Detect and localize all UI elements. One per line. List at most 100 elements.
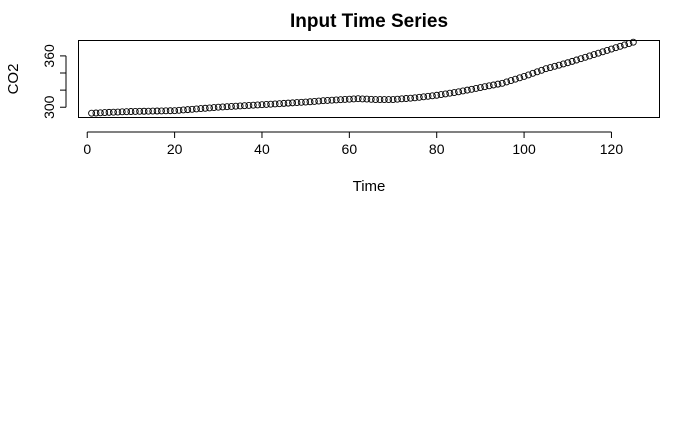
data-point (542, 65, 550, 73)
data-point (232, 102, 240, 110)
x-axis-label: Time (353, 178, 386, 195)
x-tick-label: 40 (254, 141, 270, 157)
y-tick-label: 300 (41, 95, 57, 119)
data-point (223, 103, 231, 111)
data-point (533, 68, 541, 76)
data-point (149, 107, 157, 115)
data-point (328, 96, 336, 104)
data-point (525, 71, 532, 79)
data-point (367, 95, 375, 103)
data-point (573, 56, 580, 64)
data-point (520, 72, 528, 80)
data-point (337, 96, 345, 104)
data-point (241, 102, 248, 110)
data-point (158, 107, 165, 115)
data-point (297, 98, 305, 106)
data-point (271, 100, 279, 108)
data-point (315, 97, 323, 105)
data-point (455, 88, 462, 96)
data-point (201, 104, 209, 112)
data-point (267, 100, 275, 108)
data-point (498, 79, 506, 87)
data-point (284, 99, 292, 107)
data-point (538, 66, 545, 74)
data-point (184, 106, 192, 114)
data-point (450, 89, 458, 96)
data-point (459, 87, 467, 95)
x-tick-label: 60 (342, 141, 358, 157)
data-point (442, 90, 449, 98)
data-point (166, 107, 174, 115)
data-point (363, 95, 371, 103)
data-point (354, 95, 362, 103)
y-tick-label: 360 (41, 44, 57, 68)
data-point (389, 96, 397, 103)
data-point (490, 81, 497, 89)
data-point (586, 52, 594, 60)
data-point (608, 45, 615, 53)
data-point (612, 44, 620, 52)
data-point (324, 96, 331, 104)
data-point (594, 49, 602, 57)
data-point (92, 109, 100, 117)
data-point (581, 53, 589, 61)
data-point (101, 109, 109, 117)
data-point (372, 96, 379, 103)
data-point (118, 108, 126, 116)
data-point (136, 107, 144, 115)
data-point (302, 98, 310, 106)
data-point (258, 101, 266, 109)
data-point (577, 55, 585, 63)
data-point (415, 93, 423, 101)
data-point (385, 96, 393, 103)
data-point (254, 101, 262, 109)
data-point (197, 105, 205, 113)
data-point (214, 103, 222, 111)
data-point (616, 42, 624, 50)
data-point (599, 48, 607, 56)
data-point (433, 91, 441, 99)
data-point (559, 60, 567, 68)
data-point (555, 61, 563, 69)
data-point (88, 109, 96, 117)
data-point (345, 95, 353, 103)
data-point (245, 101, 253, 109)
data-point (140, 107, 148, 115)
data-point (446, 89, 454, 97)
data-point (376, 96, 384, 103)
data-point (398, 95, 406, 103)
data-point (236, 102, 244, 110)
data-point (280, 99, 288, 107)
data-point (380, 96, 388, 103)
data-point (127, 108, 135, 115)
data-point (114, 108, 122, 116)
data-point (463, 86, 471, 94)
data-point (503, 78, 511, 86)
data-point (175, 106, 183, 114)
data-point (590, 51, 598, 58)
data-point (629, 38, 637, 46)
data-point (188, 105, 196, 113)
data-point (564, 59, 572, 67)
data-point (332, 96, 340, 104)
data-point (393, 95, 401, 103)
data-point (424, 92, 432, 100)
data-point (227, 103, 235, 110)
data-point (516, 74, 524, 82)
data-point (476, 84, 484, 92)
data-point (420, 93, 428, 101)
data-point (568, 57, 576, 65)
data-point (192, 105, 200, 113)
data-point (293, 99, 301, 107)
data-point (551, 62, 559, 70)
chart-title: Input Time Series (290, 11, 448, 32)
data-point (481, 83, 489, 91)
data-point (210, 104, 218, 112)
data-point (171, 107, 179, 115)
data-point (507, 77, 515, 84)
data-point (131, 107, 139, 115)
data-point (153, 107, 161, 115)
data-point (472, 84, 480, 92)
data-point (350, 95, 358, 103)
plot-area (88, 38, 637, 117)
